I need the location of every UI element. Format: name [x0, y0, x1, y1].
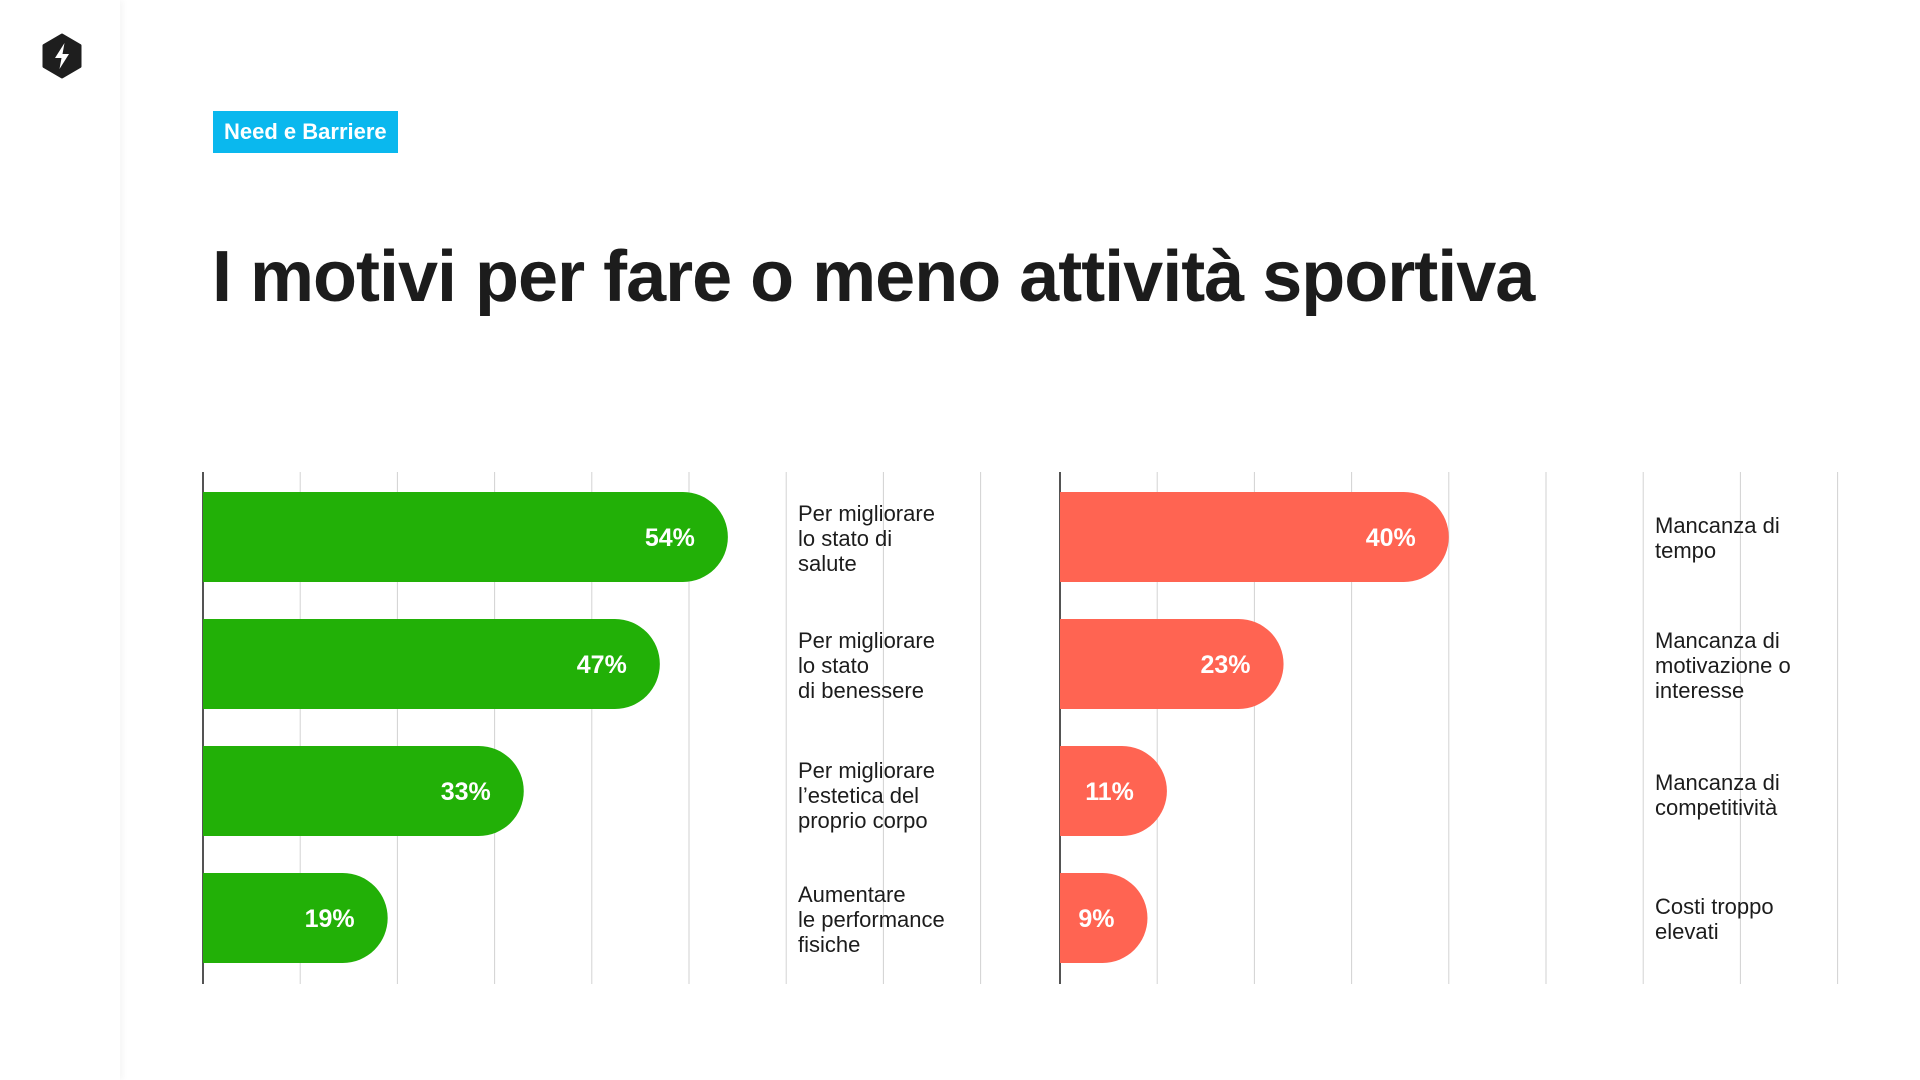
bar-value-label: 9% — [1078, 905, 1114, 933]
lightning-hexagon-icon[interactable] — [38, 32, 86, 80]
category-label: Per migliorare lo stato di salute — [798, 500, 935, 576]
bar — [203, 746, 524, 836]
bar-value-label: 19% — [305, 905, 355, 933]
bar — [1060, 746, 1167, 836]
category-label: Aumentare le performance fisiche — [798, 881, 945, 957]
bar — [203, 492, 728, 582]
page-title: I motivi per fare o meno attività sporti… — [212, 237, 1535, 317]
bar-value-label: 47% — [577, 651, 627, 679]
category-label: Mancanza di competitività — [1655, 770, 1780, 820]
bar-value-label: 33% — [441, 778, 491, 806]
sidebar — [0, 0, 120, 1080]
category-label: Costi troppo elevati — [1655, 894, 1774, 944]
category-label: Mancanza di motivazione o interesse — [1655, 627, 1791, 703]
category-label: Per migliorare l’estetica del proprio co… — [798, 757, 935, 833]
category-label: Per migliorare lo stato di benessere — [798, 627, 935, 703]
bar — [1060, 619, 1284, 709]
chart-motivations: 54% 47% 33% 19% — [202, 472, 982, 984]
bar — [1060, 492, 1449, 582]
bar-value-label: 23% — [1201, 651, 1251, 679]
bar-value-label: 54% — [645, 524, 695, 552]
bar — [203, 619, 660, 709]
bar-value-label: 40% — [1366, 524, 1416, 552]
category-label: Mancanza di tempo — [1655, 513, 1780, 563]
bar — [1060, 873, 1148, 963]
bar — [203, 873, 388, 963]
bar-value-label: 11% — [1085, 778, 1134, 806]
section-tag: Need e Barriere — [213, 111, 398, 153]
chart-barriers: 40% 23% 11% 9% — [1059, 472, 1839, 984]
